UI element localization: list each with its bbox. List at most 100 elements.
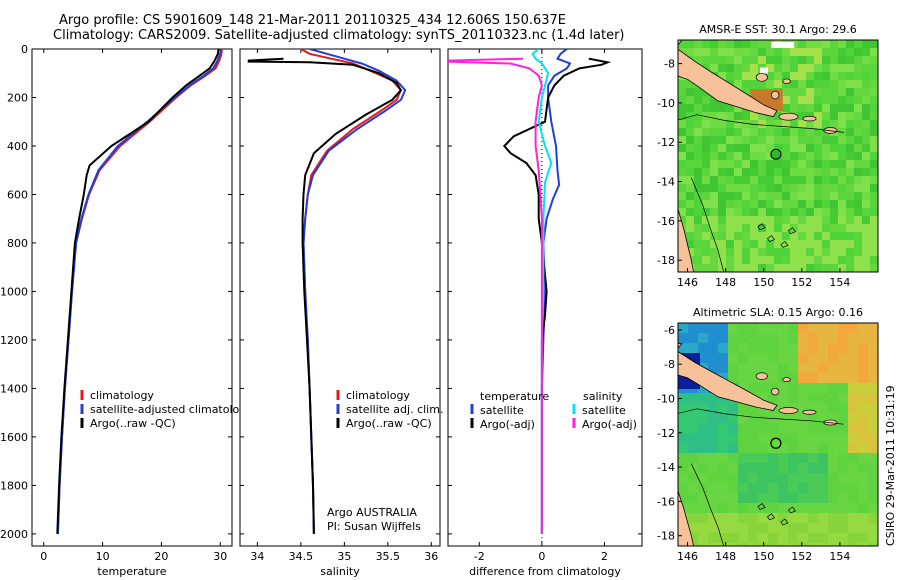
field-cell bbox=[854, 256, 863, 265]
field-cell bbox=[728, 403, 739, 414]
field-cell bbox=[742, 216, 751, 225]
y-tick-label: 200 bbox=[7, 91, 28, 104]
y-tick-label: -14 bbox=[657, 176, 675, 189]
field-cell bbox=[818, 413, 829, 424]
field-cell bbox=[830, 80, 839, 89]
field-cell bbox=[828, 523, 839, 534]
field-cell bbox=[758, 363, 769, 374]
field-cell bbox=[782, 96, 791, 105]
field-cell bbox=[806, 200, 815, 209]
field-cell bbox=[858, 343, 869, 354]
field-cell bbox=[870, 208, 878, 217]
field-cell bbox=[822, 80, 831, 89]
field-cell bbox=[738, 523, 749, 534]
field-cell bbox=[702, 128, 711, 137]
field-cell bbox=[848, 393, 859, 404]
field-cell bbox=[790, 184, 799, 193]
field-cell bbox=[818, 513, 829, 524]
field-cell bbox=[686, 248, 695, 257]
field-cell bbox=[862, 64, 871, 73]
field-cell bbox=[858, 403, 869, 414]
field-cell bbox=[738, 543, 749, 546]
field-cell bbox=[698, 513, 709, 524]
field-cell bbox=[798, 523, 809, 534]
field-cell bbox=[846, 48, 855, 57]
field-cell bbox=[862, 104, 871, 113]
field-cell bbox=[728, 323, 739, 334]
x-tick-label: 36 bbox=[424, 550, 438, 563]
field-cell bbox=[788, 383, 799, 394]
reef-outline bbox=[788, 227, 797, 235]
field-cell bbox=[678, 160, 687, 169]
field-cell bbox=[778, 383, 789, 394]
field-cell bbox=[828, 393, 839, 404]
field-cell bbox=[806, 48, 815, 57]
field-cell bbox=[758, 240, 767, 249]
field-cell bbox=[758, 256, 767, 265]
field-cell bbox=[854, 240, 863, 249]
field-cell bbox=[814, 104, 823, 113]
field-cell bbox=[814, 184, 823, 193]
field-cell bbox=[694, 200, 703, 209]
field-cell bbox=[790, 160, 799, 169]
x-axis-label: salinity bbox=[320, 565, 360, 578]
field-cell bbox=[862, 88, 871, 97]
field-cell bbox=[788, 333, 799, 344]
field-cell bbox=[848, 423, 859, 434]
field-cell bbox=[726, 224, 735, 233]
field-cell bbox=[868, 343, 878, 354]
field-cell bbox=[798, 128, 807, 137]
field-cell bbox=[838, 256, 847, 265]
field-cell bbox=[694, 152, 703, 161]
field-cell bbox=[808, 323, 819, 334]
field-cell bbox=[750, 264, 759, 272]
field-cell bbox=[806, 40, 815, 49]
field-cell bbox=[726, 264, 735, 272]
field-cell bbox=[808, 483, 819, 494]
field-cell bbox=[774, 64, 783, 73]
y-tick-label: 2000 bbox=[0, 528, 28, 541]
field-cell bbox=[822, 104, 831, 113]
field-cell bbox=[768, 463, 779, 474]
field-cell bbox=[742, 256, 751, 265]
field-cell bbox=[790, 152, 799, 161]
field-cell bbox=[718, 192, 727, 201]
field-cell bbox=[726, 72, 735, 81]
field-cell bbox=[718, 136, 727, 145]
land-queensland bbox=[678, 488, 694, 546]
field-cell bbox=[868, 533, 878, 544]
field-cell bbox=[742, 40, 751, 49]
field-cell bbox=[688, 533, 699, 544]
y-tick-label: 1800 bbox=[0, 479, 28, 492]
field-cell bbox=[782, 48, 791, 57]
field-cell bbox=[742, 112, 751, 121]
field-cell bbox=[790, 128, 799, 137]
field-cell bbox=[774, 48, 783, 57]
field-cell bbox=[870, 152, 878, 161]
field-cell bbox=[822, 248, 831, 257]
field-cell bbox=[728, 473, 739, 484]
field-cell bbox=[750, 72, 759, 81]
y-tick-label: -16 bbox=[657, 495, 675, 508]
field-cell bbox=[742, 240, 751, 249]
reef-outline bbox=[757, 503, 766, 510]
field-cell bbox=[858, 453, 869, 464]
field-cell bbox=[828, 413, 839, 424]
field-cell bbox=[858, 383, 869, 394]
field-cell bbox=[830, 264, 839, 272]
series-group bbox=[56, 49, 223, 534]
field-cell bbox=[778, 443, 789, 454]
field-cell bbox=[758, 144, 767, 153]
field-cell bbox=[778, 523, 789, 534]
field-cell bbox=[838, 333, 849, 344]
field-cell bbox=[734, 40, 743, 49]
legend-label: Argo(..raw -QC) bbox=[346, 417, 432, 430]
field-cell bbox=[854, 264, 863, 272]
field-cell bbox=[862, 248, 871, 257]
field-cell bbox=[822, 240, 831, 249]
field-cell bbox=[750, 112, 759, 121]
field-cell bbox=[678, 483, 689, 494]
field-cell bbox=[710, 48, 719, 57]
field-cell bbox=[806, 152, 815, 161]
field-cell bbox=[710, 240, 719, 249]
